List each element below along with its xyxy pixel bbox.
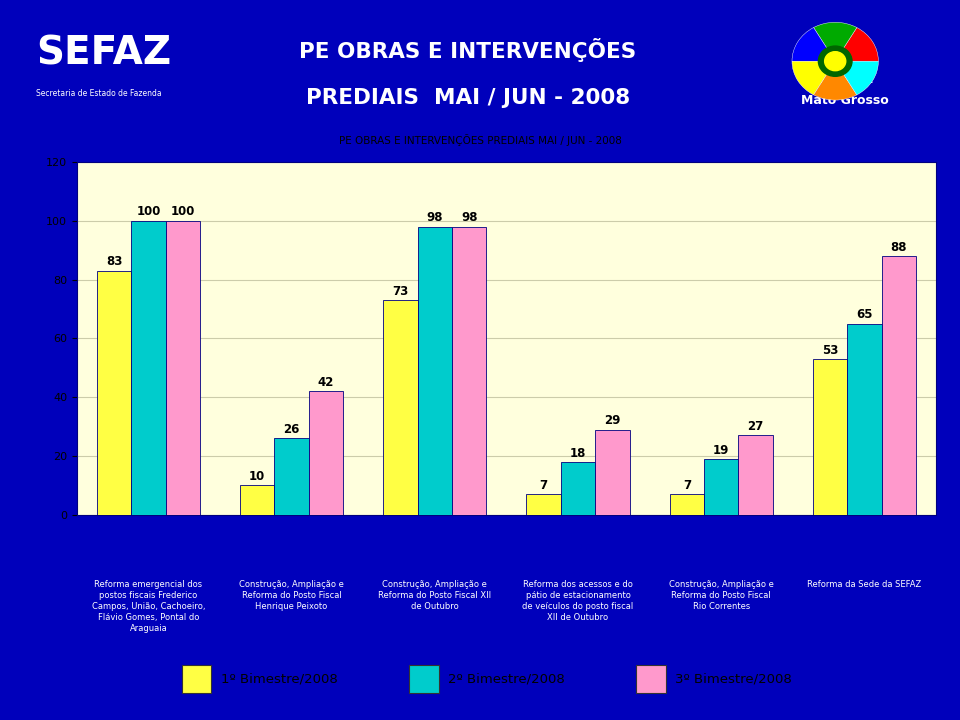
Text: 98: 98 bbox=[461, 212, 477, 225]
Bar bbox=[409, 665, 439, 693]
Bar bbox=[526, 494, 561, 515]
Text: 100: 100 bbox=[171, 205, 195, 218]
Bar bbox=[97, 271, 132, 515]
Text: 27: 27 bbox=[748, 420, 764, 433]
Text: Reforma emergencial dos
postos fiscais Frederico
Campos, União, Cachoeiro,
Flávi: Reforma emergencial dos postos fiscais F… bbox=[91, 580, 205, 633]
Text: Secretaria de Estado de Fazenda: Secretaria de Estado de Fazenda bbox=[36, 89, 162, 98]
Bar bbox=[452, 227, 487, 515]
Bar bbox=[561, 462, 595, 515]
Text: 65: 65 bbox=[856, 308, 873, 321]
Text: Reforma da Sede da SEFAZ: Reforma da Sede da SEFAZ bbox=[807, 580, 922, 589]
Circle shape bbox=[825, 52, 846, 71]
Text: 10: 10 bbox=[249, 470, 265, 483]
Text: PE OBRAS E INTERVENÇÕES PREDIAIS MAI / JUN - 2008: PE OBRAS E INTERVENÇÕES PREDIAIS MAI / J… bbox=[339, 135, 621, 146]
Bar bbox=[165, 221, 200, 515]
Text: Reforma dos acessos e do
pátio de estacionamento
de veículos do posto fiscal
XII: Reforma dos acessos e do pátio de estaci… bbox=[522, 580, 634, 622]
Text: 88: 88 bbox=[891, 240, 907, 253]
Text: Construção, Ampliação e
Reforma do Posto Fiscal
Rio Correntes: Construção, Ampliação e Reforma do Posto… bbox=[669, 580, 774, 611]
Bar bbox=[636, 665, 666, 693]
Text: Governo de: Governo de bbox=[817, 76, 873, 86]
Text: PE OBRAS E INTERVENÇÕES: PE OBRAS E INTERVENÇÕES bbox=[300, 38, 636, 62]
Circle shape bbox=[818, 46, 852, 76]
Bar bbox=[418, 227, 452, 515]
Text: 18: 18 bbox=[570, 446, 587, 459]
Text: 98: 98 bbox=[426, 212, 444, 225]
Text: 7: 7 bbox=[540, 479, 548, 492]
Text: SEFAZ: SEFAZ bbox=[36, 35, 172, 72]
Text: 1º Bimestre/2008: 1º Bimestre/2008 bbox=[221, 672, 338, 685]
Bar bbox=[738, 436, 773, 515]
Wedge shape bbox=[792, 61, 835, 95]
Text: PREDIAIS  MAI / JUN - 2008: PREDIAIS MAI / JUN - 2008 bbox=[306, 88, 630, 108]
Bar bbox=[595, 430, 630, 515]
Wedge shape bbox=[835, 27, 878, 61]
Text: 73: 73 bbox=[393, 285, 409, 298]
Text: 83: 83 bbox=[106, 256, 122, 269]
Text: 53: 53 bbox=[822, 343, 838, 356]
Bar bbox=[848, 324, 881, 515]
Text: 29: 29 bbox=[604, 414, 620, 427]
Text: 3º Bimestre/2008: 3º Bimestre/2008 bbox=[676, 672, 792, 685]
Text: Construção, Ampliação e
Reforma do Posto Fiscal
Henrique Peixoto: Construção, Ampliação e Reforma do Posto… bbox=[239, 580, 344, 611]
Text: Construção, Ampliação e
Reforma do Posto Fiscal XII
de Outubro: Construção, Ampliação e Reforma do Posto… bbox=[378, 580, 492, 611]
Bar bbox=[881, 256, 916, 515]
Bar bbox=[813, 359, 848, 515]
Text: Mato Grosso: Mato Grosso bbox=[801, 94, 889, 107]
Text: 100: 100 bbox=[136, 205, 160, 218]
Bar bbox=[309, 392, 343, 515]
Bar bbox=[132, 221, 165, 515]
Wedge shape bbox=[813, 22, 856, 61]
Wedge shape bbox=[792, 27, 835, 61]
Text: 26: 26 bbox=[283, 423, 300, 436]
Text: 7: 7 bbox=[683, 479, 691, 492]
Wedge shape bbox=[813, 61, 856, 100]
Text: 2º Bimestre/2008: 2º Bimestre/2008 bbox=[448, 672, 564, 685]
Bar bbox=[275, 438, 309, 515]
Bar bbox=[670, 494, 704, 515]
Bar bbox=[240, 485, 275, 515]
Text: 19: 19 bbox=[713, 444, 730, 456]
Bar bbox=[704, 459, 738, 515]
Bar bbox=[181, 665, 211, 693]
Text: 42: 42 bbox=[318, 376, 334, 389]
Bar bbox=[383, 300, 418, 515]
Wedge shape bbox=[835, 61, 878, 95]
